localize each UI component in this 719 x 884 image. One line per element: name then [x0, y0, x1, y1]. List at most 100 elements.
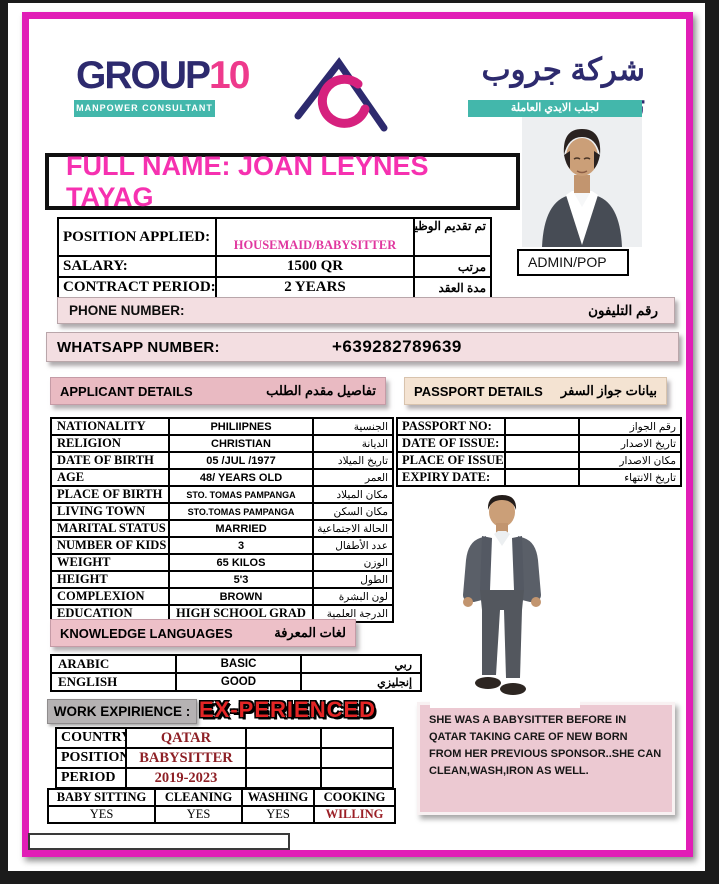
table-row: POSITION APPLIED: HOUSEMAID/BABYSITTER ت… — [57, 217, 492, 257]
row-arabic: مكان السكن — [312, 502, 394, 521]
position-label-arabic: تم تقديم الوظيفة لـ — [413, 217, 492, 257]
row-arabic: الدرجة العلمية — [312, 604, 394, 623]
skill-value: WILLING — [313, 805, 396, 824]
scan-edge-right — [705, 0, 719, 884]
table-row: WEIGHT 65 KILOS الوزن — [50, 553, 394, 572]
logo-ten-text: 10 — [209, 54, 250, 97]
row-label: HEIGHT — [50, 570, 170, 589]
skill-value: YES — [154, 805, 243, 824]
row-arabic: مكان الاصدار — [578, 451, 682, 470]
position-label: POSITION APPLIED: — [57, 217, 217, 257]
table-row: EXPIRY DATE: تاريخ الانتهاء — [396, 468, 682, 487]
phone-number-bar: PHONE NUMBER: رقم التليفون — [57, 297, 675, 324]
skill-header: COOKING — [313, 788, 396, 807]
row-label: NATIONALITY — [50, 417, 170, 436]
salary-label-arabic: مرتب — [413, 255, 492, 278]
group10-logo: GROUP10 — [76, 54, 250, 98]
row-label: PLACE OF ISSUE: — [396, 451, 506, 470]
row-value: 65 KILOS — [168, 553, 314, 572]
languages-table: ARABIC BASIC ربي ENGLISH GOOD إنجليزي — [50, 654, 422, 692]
row-label: EXPIRY DATE: — [396, 468, 506, 487]
row-value: QATAR — [125, 727, 247, 749]
whatsapp-number-value: +639282789639 — [332, 337, 462, 356]
row-label: LIVING TOWN — [50, 502, 170, 521]
row-label: COUNTRY — [55, 727, 127, 749]
salary-value: 1500 QR — [215, 255, 415, 278]
language-name: ENGLISH — [50, 672, 177, 692]
row-value: CHRISTIAN — [168, 434, 314, 453]
row-empty — [245, 767, 322, 789]
table-row: ENGLISH GOOD إنجليزي — [50, 672, 422, 692]
phone-label: PHONE NUMBER: — [69, 303, 185, 318]
work-experience-header: WORK EXPIRIENCE : — [47, 699, 197, 724]
applicant-details-header: APPLICANT DETAILS تفاصيل مقدم الطلب — [50, 377, 386, 405]
table-row: DATE OF BIRTH 05 /JUL /1977 تاريخ الميلاد — [50, 451, 394, 470]
skill-value: YES — [47, 805, 156, 824]
table-row: MARITAL STATUS MARRIED الحالة الاجتماعية — [50, 519, 394, 538]
languages-title: KNOWLEDGE LANGUAGES — [60, 625, 233, 641]
applicant-details-table: NATIONALITY PHILIIPNES الجنسية RELIGION CHR… — [50, 417, 394, 623]
row-arabic: الجنسية — [312, 417, 394, 436]
full-name-box: FULL NAME: JOAN LEYNES TAYAG — [45, 150, 520, 212]
table-row: COUNTRY QATAR — [55, 727, 394, 749]
row-arabic: رقم الجواز — [578, 417, 682, 436]
company-tagline-arabic: لجلب الايدي العاملة — [468, 100, 642, 117]
skills-value-row: YES YES YES WILLING — [47, 805, 396, 824]
row-value: STO. TOMAS PAMPANGA — [168, 485, 314, 504]
contract-label-arabic: مدة العقد — [413, 276, 492, 299]
row-arabic: الحالة الاجتماعية — [312, 519, 394, 538]
row-empty — [320, 767, 394, 789]
row-label: AGE — [50, 468, 170, 487]
whatsapp-label: WHATSAPP NUMBER: — [57, 338, 220, 356]
row-arabic: الوزن — [312, 553, 394, 572]
table-row: EDUCATION HIGH SCHOOL GRAD الدرجة العلمية — [50, 604, 394, 623]
row-label: MARITAL STATUS — [50, 519, 170, 538]
work-experience-table: COUNTRY QATAR POSITION BABYSITTER PERIOD 20… — [55, 727, 394, 789]
full-name-text: FULL NAME: JOAN LEYNES TAYAG — [66, 150, 429, 212]
row-label: PASSPORT NO: — [396, 417, 506, 436]
experienced-stamp: EX-PERIENCED — [199, 697, 377, 722]
row-empty — [245, 727, 322, 749]
row-arabic: عدد الأطفال — [312, 536, 394, 555]
table-row: AGE 48/ YEARS OLD العمر — [50, 468, 394, 487]
passport-details-title: PASSPORT DETAILS — [414, 383, 543, 399]
row-label: PERIOD — [55, 767, 127, 789]
row-value: MARRIED — [168, 519, 314, 538]
table-row: ARABIC BASIC ربي — [50, 654, 422, 674]
row-label: COMPLEXION — [50, 587, 170, 606]
row-value: 5'3 — [168, 570, 314, 589]
applicant-details-title: APPLICANT DETAILS — [60, 383, 193, 399]
salary-label: SALARY: — [57, 255, 217, 278]
row-arabic: مكان الميلاد — [312, 485, 394, 504]
row-arabic: الطول — [312, 570, 394, 589]
row-value: 3 — [168, 536, 314, 555]
skill-header: WASHING — [241, 788, 315, 807]
experience-note-text: SHE WAS A BABYSITTER BEFORE IN QATAR TAK… — [429, 714, 662, 778]
row-label: PLACE OF BIRTH — [50, 485, 170, 504]
table-row: PASSPORT NO: رقم الجواز — [396, 417, 682, 436]
contract-label: CONTRACT PERIOD: — [57, 276, 217, 299]
knowledge-languages-header: KNOWLEDGE LANGUAGES لغات المعرفة — [50, 619, 356, 647]
skill-header: CLEANING — [154, 788, 243, 807]
table-row: POSITION BABYSITTER — [55, 747, 394, 769]
scan-edge-bottom — [0, 871, 719, 884]
row-arabic: تاريخ الانتهاء — [578, 468, 682, 487]
skill-value: YES — [241, 805, 315, 824]
admin-label-box: ADMIN/POP — [517, 249, 629, 276]
row-arabic: لون البشرة — [312, 587, 394, 606]
row-value: BABYSITTER — [125, 747, 247, 769]
table-row: LIVING TOWN STO.TOMAS PAMPANGA مكان السكن — [50, 502, 394, 521]
table-row: SALARY: 1500 QR مرتب — [57, 255, 492, 278]
table-row: CONTRACT PERIOD: 2 YEARS مدة العقد — [57, 276, 492, 299]
row-value-empty — [504, 451, 580, 470]
row-empty — [320, 727, 394, 749]
row-label: DATE OF ISSUE: — [396, 434, 506, 453]
skills-table: BABY SITTING CLEANING WASHING COOKING YE… — [47, 788, 396, 824]
table-row: COMPLEXION BROWN لون البشرة — [50, 587, 394, 606]
row-empty — [320, 747, 394, 769]
row-value-empty — [504, 468, 580, 487]
row-value: 05 /JUL /1977 — [168, 451, 314, 470]
table-row: PLACE OF BIRTH STO. TOMAS PAMPANGA مكان ال… — [50, 485, 394, 504]
scan-edge-left — [0, 0, 8, 884]
skill-header: BABY SITTING — [47, 788, 156, 807]
